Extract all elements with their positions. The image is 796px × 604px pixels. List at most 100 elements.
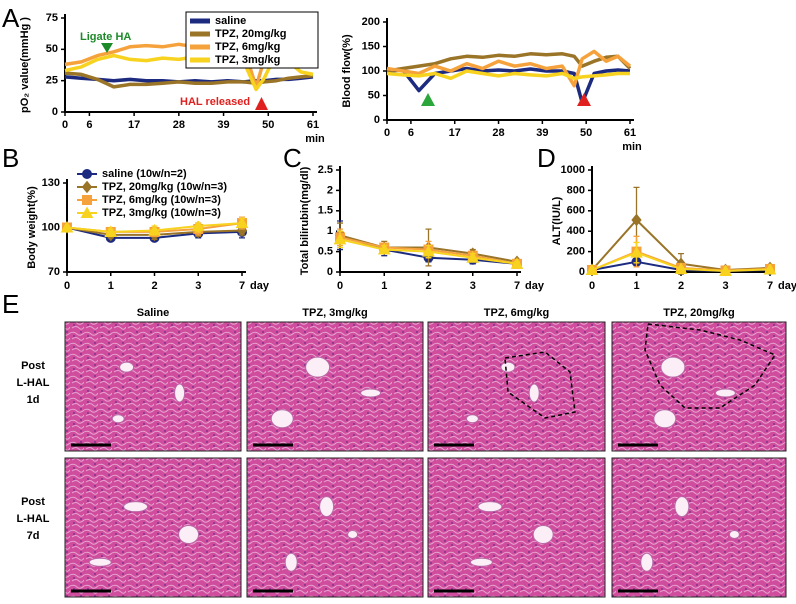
vessel [528, 383, 540, 403]
marker [235, 216, 249, 229]
vessel [88, 557, 112, 567]
histology-image [246, 321, 424, 452]
vessel [284, 552, 298, 572]
x-tick-label: 1 [381, 280, 387, 292]
x-tick-label: 28 [492, 127, 504, 139]
vessel [532, 524, 554, 544]
annotation: HAL released [180, 96, 250, 108]
x-tick-label: 2 [678, 280, 684, 292]
y-tick-label: 25 [46, 75, 58, 87]
panel-label: B [2, 143, 19, 173]
vessel [111, 414, 125, 424]
histology-image [64, 321, 242, 452]
y-tick-label: 130 [42, 177, 60, 189]
marker [82, 169, 92, 179]
x-tick-label: 7 [514, 280, 520, 292]
x-tick-label: 1 [633, 280, 639, 292]
marker [585, 263, 599, 275]
histology-image [611, 457, 787, 598]
x-tick-label: 50 [580, 127, 592, 139]
y-tick-label: 1.5 [318, 205, 333, 217]
x-tick-label: 17 [449, 127, 461, 139]
row-label: L-HAL [17, 377, 50, 389]
panel-label: A [2, 3, 20, 33]
vessel [500, 361, 516, 373]
series-line [386, 66, 631, 105]
row-label: Post [21, 360, 45, 372]
marker [377, 243, 391, 255]
marker [630, 246, 643, 258]
x-tick-label: 61 [307, 119, 319, 131]
vessel [360, 388, 382, 398]
annotation-arrow [255, 97, 268, 110]
legend-label: TPZ, 6mg/kg [215, 41, 280, 53]
x-axis-label: min [305, 133, 325, 145]
marker [104, 225, 118, 237]
y-tick-label: 0.5 [318, 246, 333, 258]
x-tick-label: 61 [624, 127, 636, 139]
column-header: TPZ, 6mg/kg [484, 307, 549, 319]
vessel [119, 361, 135, 373]
series-line [386, 69, 630, 81]
vessel [174, 383, 186, 403]
x-tick-label: 3 [470, 280, 476, 292]
y-tick-label: 0 [579, 266, 585, 278]
vessel [469, 557, 493, 567]
legend-label: saline [215, 15, 246, 27]
event-marker [421, 93, 435, 106]
row-label: 1d [27, 394, 40, 406]
vessel [178, 524, 200, 544]
histology-image [64, 457, 242, 598]
vessel [640, 552, 654, 572]
histology-image [246, 457, 424, 598]
histology-image [427, 457, 606, 598]
necrosis-outline [644, 323, 777, 409]
marker [466, 251, 480, 263]
x-tick-label: 39 [217, 119, 229, 131]
y-axis-label: ALT(IU/L) [551, 196, 563, 245]
marker [81, 180, 93, 194]
y-tick-label: 0 [52, 106, 58, 118]
vessel [305, 356, 331, 378]
y-tick-label: 200 [362, 16, 380, 28]
x-tick-label: 2 [151, 280, 157, 292]
vessel [660, 356, 686, 378]
x-tick-label: 39 [536, 127, 548, 139]
row-label: 7d [27, 530, 40, 542]
legend-label: TPZ, 20mg/kg [215, 28, 287, 40]
y-tick-label: 75 [46, 12, 58, 24]
legend-box [73, 165, 233, 221]
legend-label: TPZ, 3mg/kg (10w/n=3) [102, 207, 221, 219]
x-tick-label: 17 [128, 119, 140, 131]
y-tick-label: 0 [374, 114, 380, 126]
x-tick-label: 7 [767, 280, 773, 292]
marker [80, 206, 94, 218]
x-tick-label: 3 [722, 280, 728, 292]
vessel [728, 529, 740, 539]
y-tick-label: 200 [567, 246, 585, 258]
marker [674, 262, 688, 274]
histology-image [611, 321, 787, 452]
x-tick-label: 3 [195, 280, 201, 292]
event-marker [577, 93, 591, 106]
row-label: Post [21, 496, 45, 508]
legend-label: TPZ, 3mg/kg [215, 54, 280, 66]
y-tick-label: 2 [327, 184, 333, 196]
marker [333, 232, 347, 245]
y-tick-label: 400 [567, 225, 585, 237]
marker [60, 220, 74, 233]
column-header: TPZ, 20mg/kg [663, 307, 735, 319]
y-tick-label: 600 [567, 205, 585, 217]
x-tick-label: 50 [262, 119, 274, 131]
marker [148, 223, 161, 236]
y-tick-label: 2.5 [318, 164, 333, 176]
vessel [319, 496, 335, 518]
y-tick-label: 50 [46, 43, 58, 55]
x-tick-label: 2 [425, 280, 431, 292]
marker [422, 245, 435, 257]
y-axis-label: Blood flow(%) [341, 34, 353, 108]
y-tick-label: 1000 [561, 164, 585, 176]
x-tick-label: 0 [62, 119, 68, 131]
vessel [714, 388, 736, 398]
